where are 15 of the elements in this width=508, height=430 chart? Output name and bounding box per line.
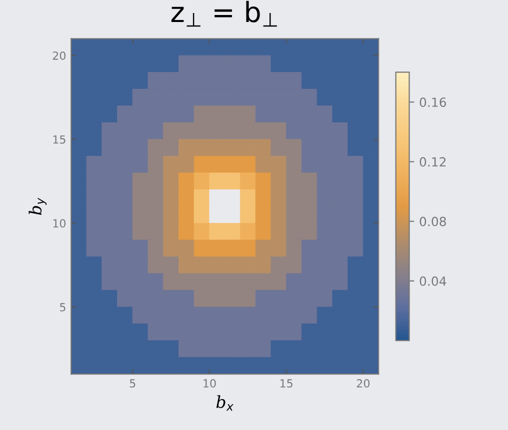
y-tick-label: 10	[53, 219, 66, 228]
color-bar-label: 0.12	[420, 157, 446, 167]
x-tick-label: 10	[204, 379, 216, 388]
y-axis-title: b$_{y}$	[28, 198, 47, 215]
y-tick-label: 20	[52, 51, 66, 60]
y-tick-label: 5	[60, 303, 66, 312]
color-bar-label: 0.04	[420, 276, 446, 286]
chart-title: z$_{⊥}$ = b$_{⊥}$	[171, 0, 277, 27]
y-tick-label: 15	[53, 135, 66, 144]
color-bar-label: 0.08	[420, 216, 446, 226]
x-tick-label: 5	[130, 379, 136, 388]
x-tick-label: 20	[356, 379, 370, 388]
color-bar-label: 0.16	[420, 98, 446, 107]
x-axis-title: b$_{x}$	[216, 395, 234, 411]
x-tick-label: 15	[280, 379, 292, 388]
